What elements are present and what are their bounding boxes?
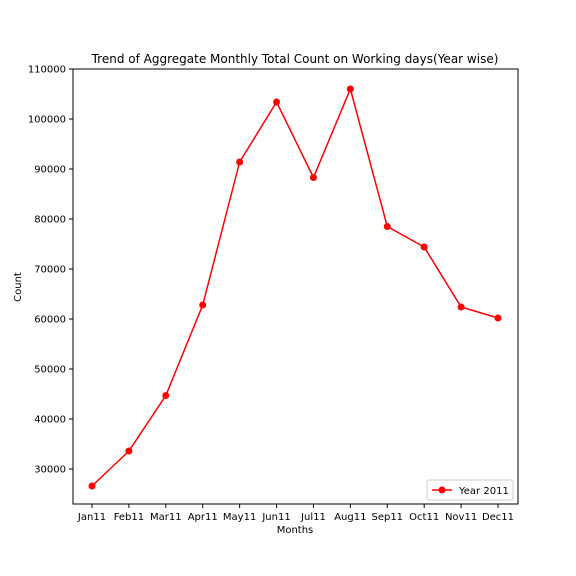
y-axis-title: Count — [13, 272, 24, 302]
data-point — [309, 174, 317, 181]
data-point — [125, 447, 133, 455]
y-tick-label: 100000 — [28, 115, 66, 126]
data-point — [199, 301, 207, 309]
y-tick-label: 60000 — [34, 315, 66, 326]
chart-title: Trend of Aggregate Monthly Total Count o… — [91, 52, 499, 66]
x-tick-label: Jun11 — [261, 512, 290, 523]
legend: Year 2011 — [426, 479, 514, 501]
x-axis-title: Months — [277, 525, 314, 536]
data-point — [457, 303, 465, 311]
x-tick-label: Dec11 — [482, 512, 514, 523]
plot-frame — [72, 68, 519, 505]
y-tick-label: 110000 — [28, 65, 66, 76]
data-point — [162, 392, 170, 399]
y-tick-label: 30000 — [34, 465, 66, 476]
data-point — [383, 223, 391, 230]
y-tick-label: 50000 — [34, 365, 66, 376]
series-line — [91, 86, 499, 487]
x-axis: Jan11 Feb11 Mar11 Apr11 May11 Jun11 Jul11 Aug11… — [77, 504, 514, 523]
legend-entry-label: Year 2011 — [458, 486, 509, 497]
x-tick-label: Aug11 — [334, 512, 366, 523]
x-tick-label: Jul11 — [300, 512, 326, 523]
y-tick-label: 40000 — [34, 415, 66, 426]
x-tick-label: Apr11 — [188, 512, 218, 523]
data-point — [420, 243, 428, 251]
data-point — [236, 158, 244, 166]
x-tick-label: Feb11 — [114, 512, 144, 523]
data-point — [88, 482, 96, 490]
y-axis: 30000 40000 50000 60000 70000 80000 90000 10000… — [28, 65, 73, 476]
x-tick-label: Sep11 — [371, 512, 403, 523]
y-tick-label: 90000 — [34, 165, 66, 176]
x-tick-label: Mar11 — [150, 512, 182, 523]
x-tick-label: Nov11 — [445, 512, 477, 523]
data-point — [273, 98, 281, 106]
plot-area — [88, 85, 502, 490]
x-tick-label: May11 — [223, 512, 256, 523]
legend-marker-swatch — [438, 486, 446, 494]
data-point — [346, 85, 354, 93]
legend-box — [426, 479, 514, 501]
x-tick-label: Oct11 — [409, 512, 439, 523]
data-point — [494, 314, 502, 322]
x-tick-label: Jan11 — [77, 512, 106, 523]
y-tick-label: 80000 — [34, 215, 66, 226]
y-tick-label: 70000 — [34, 265, 66, 276]
